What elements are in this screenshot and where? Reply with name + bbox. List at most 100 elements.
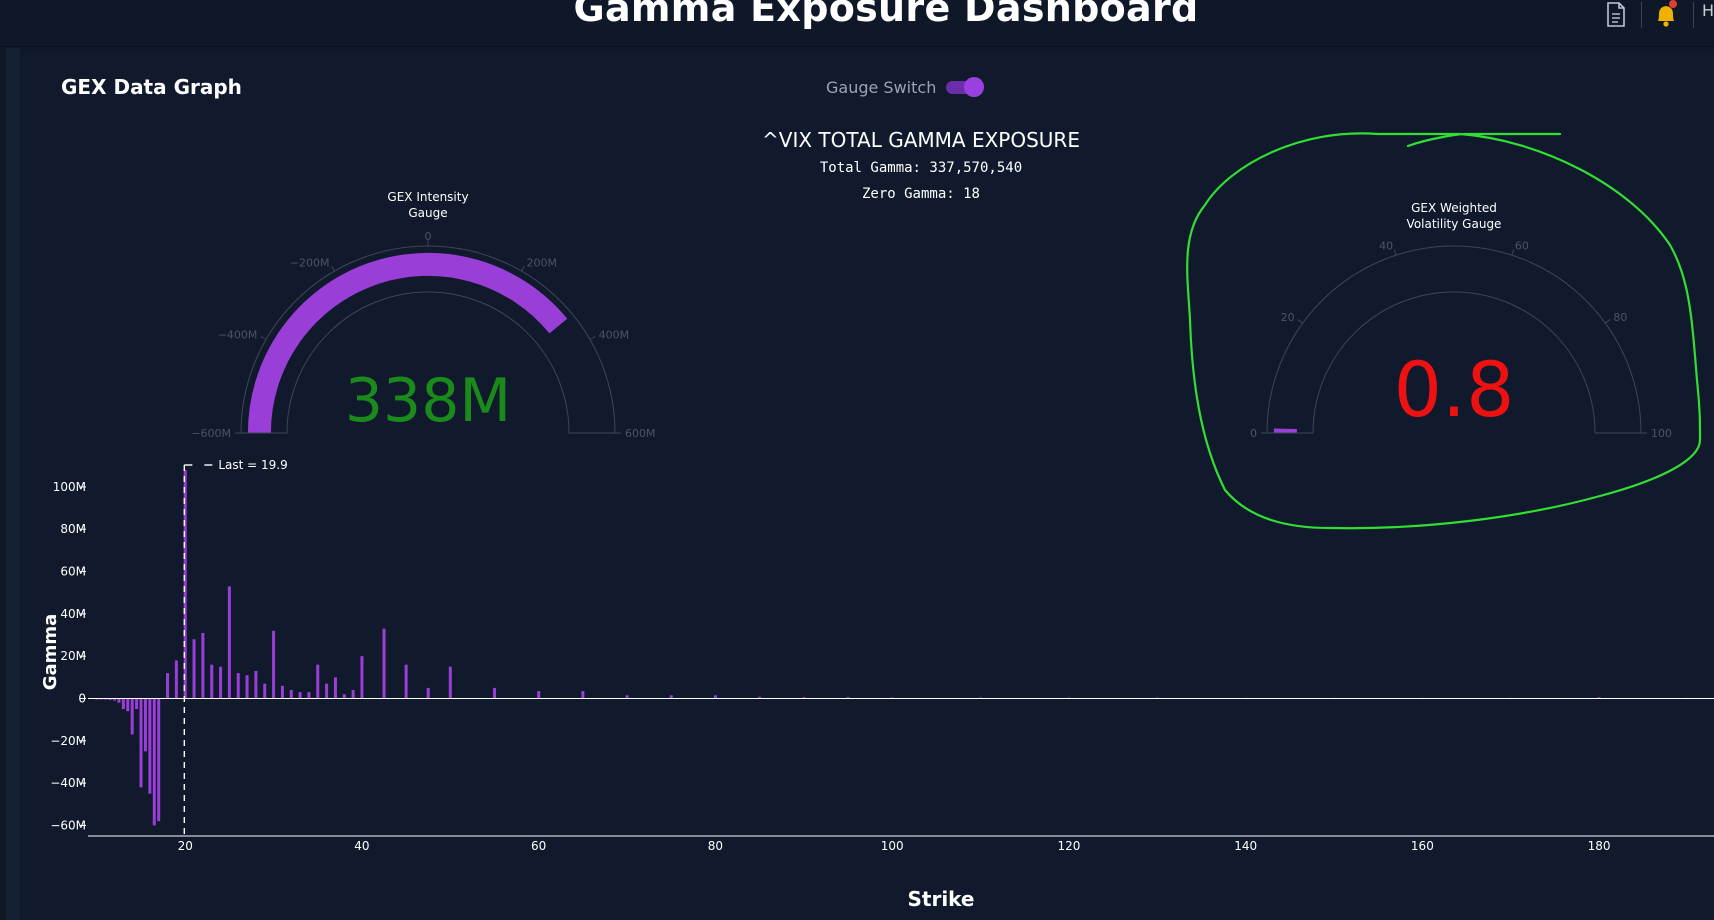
chart-y-tick-label: −20M [50, 734, 86, 748]
gauge-switch-toggle[interactable] [946, 77, 984, 97]
app-title: Gamma Exposure Dashboard [573, 0, 1199, 30]
ig-gauge-tick-label: 600M [625, 427, 656, 440]
vg-gauge-tick-label: 100 [1651, 427, 1672, 440]
chart-bar [360, 656, 364, 699]
last-price-label: Last = 19.9 [218, 458, 287, 472]
chart-bar [316, 664, 320, 699]
ig-gauge-tick-label: −200M [290, 256, 330, 269]
chart-bar [245, 675, 249, 699]
chart-bar [254, 670, 258, 699]
user-menu[interactable]: H [1702, 1, 1714, 20]
volatility-gauge-inner-outline [1312, 291, 1596, 434]
chart-bar [537, 691, 541, 699]
chart-title: ^VIX TOTAL GAMMA EXPOSURE [762, 128, 1080, 152]
intensity-gauge-value: 338M [345, 366, 511, 436]
chart-bar [758, 696, 762, 699]
ig-gauge-tick-label: −400M [218, 329, 258, 342]
vg-gauge-tick-label: 20 [1281, 311, 1295, 324]
vg-gauge-tick-label: 60 [1515, 240, 1529, 253]
chart-bar [113, 698, 117, 701]
intensity-gauge-ticks: −600M −400M −200M 0 200M 400M 600M [191, 230, 655, 440]
vg-gauge-tick-label: 80 [1613, 311, 1627, 324]
volatility-gauge-ticks: 0 20 40 60 80 100 [1250, 240, 1672, 440]
icon-divider [1641, 2, 1642, 28]
chart-x-tick-label: 80 [708, 839, 723, 853]
chart-x-tick-label: 180 [1588, 839, 1611, 853]
chart-y-tick-label: −60M [50, 818, 86, 832]
vg-gauge-tick [1297, 319, 1304, 324]
chart-bars [95, 470, 1689, 826]
chart-y-tick-label: 80M [60, 522, 86, 536]
chart-x-ticks: 20 40 60 80 100 120 140 160 180 [178, 839, 1611, 853]
gauge-switch-label: Gauge Switch [826, 78, 937, 97]
sidebar-collapsed [0, 48, 20, 920]
gex-panel [22, 50, 1714, 920]
volatility-gauge-value: 0.8 [1394, 345, 1515, 434]
chart-bar [289, 690, 293, 699]
chart-bar [625, 695, 629, 699]
chart-bar [272, 630, 276, 699]
vg-gauge-tick-label: 0 [1250, 427, 1257, 440]
chart-y-tick-label: −40M [50, 776, 86, 790]
chart-bar [351, 690, 355, 699]
chart-bar [152, 698, 156, 826]
ig-gauge-tick-label: 200M [527, 256, 558, 269]
chart-x-tick-label: 120 [1057, 839, 1080, 853]
bell-icon[interactable] [1651, 0, 1681, 30]
zero-gamma-text: Zero Gamma: 18 [861, 186, 980, 202]
chart-bar [157, 698, 161, 822]
intensity-gauge: GEX Intensity Gauge −600M −400M −200M 0 200M… [191, 190, 655, 440]
intensity-gauge-subtitle: Gauge [408, 206, 447, 220]
chart-bar [104, 698, 108, 700]
chart-bar [126, 698, 130, 712]
chart-bar [493, 687, 496, 699]
chart-y-label: Gamma [40, 614, 61, 691]
ig-gauge-tick [331, 265, 335, 272]
chart-bar [581, 691, 585, 699]
chart-bar [448, 666, 452, 699]
panel-title: GEX Data Graph [61, 75, 242, 99]
chart-bar [890, 697, 894, 699]
ig-gauge-tick-label: 0 [425, 230, 432, 243]
notification-dot [1669, 0, 1677, 8]
chart-bar [148, 698, 152, 794]
top-bar: Gamma Exposure Dashboard H [0, 0, 1714, 47]
chart-bar [1597, 697, 1601, 699]
chart-x-tick-label: 20 [178, 839, 193, 853]
intensity-gauge-inner-outline [286, 291, 570, 434]
chart-bar [201, 632, 205, 699]
chart-bar [227, 586, 231, 699]
chart-bar [174, 660, 178, 699]
chart-bar [135, 698, 139, 710]
chart-bar [236, 673, 240, 699]
chart-bar [426, 687, 430, 699]
chart-x-tick-label: 40 [354, 839, 369, 853]
chart-bar [143, 698, 147, 752]
chart-bar [263, 683, 267, 699]
chart-bar [139, 698, 143, 788]
chart-bar [342, 694, 346, 699]
vg-gauge-tick-label: 40 [1379, 240, 1393, 253]
chart-bar [108, 698, 112, 700]
chart-bar [130, 698, 134, 735]
chart-bar [669, 695, 673, 699]
chart-y-tick-label: 60M [60, 565, 86, 579]
chart-bar [192, 639, 196, 699]
chart-x-label: Strike [907, 887, 974, 911]
volatility-gauge-outline [1266, 245, 1642, 434]
ig-gauge-tick-label: 400M [599, 329, 630, 342]
chart-x-tick-label: 100 [881, 839, 904, 853]
chart-x-tick-label: 140 [1234, 839, 1257, 853]
chart-y-tick-label: 100M [53, 480, 86, 494]
chart-bar [117, 698, 121, 703]
chart-bar [210, 664, 214, 699]
ig-gauge-tick [260, 336, 267, 340]
chart-y-tick-label: 20M [60, 649, 86, 663]
total-gamma-text: Total Gamma: 337,570,540 [819, 160, 1023, 176]
chart-bar [183, 470, 187, 699]
vg-gauge-tick [1511, 249, 1515, 256]
chart-bar [802, 697, 806, 699]
document-icon[interactable] [1603, 0, 1629, 30]
chart-bar [166, 673, 170, 699]
